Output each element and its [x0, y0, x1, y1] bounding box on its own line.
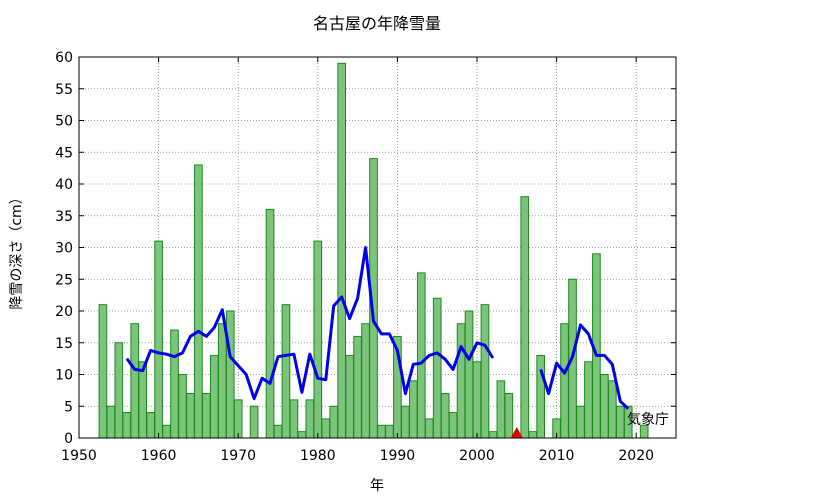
bar-2018 — [615, 405, 625, 439]
bar-1998 — [456, 323, 466, 439]
x-tick-label: 1990 — [380, 448, 416, 464]
bar-1982 — [329, 405, 339, 439]
bar-2014 — [584, 361, 593, 439]
bar-1954 — [106, 405, 116, 439]
bar-1961 — [162, 424, 171, 439]
bar-1996 — [440, 393, 450, 439]
bar-2011 — [560, 323, 569, 439]
bar-1962 — [170, 329, 179, 439]
bar-2004 — [504, 393, 514, 439]
x-tick-label: 2020 — [618, 448, 654, 464]
marker-layer — [510, 427, 523, 438]
bar-1966 — [202, 393, 211, 439]
bar-1967 — [209, 354, 219, 439]
y-tick-label: 55 — [55, 82, 73, 98]
bar-1970 — [233, 399, 243, 439]
bar-1997 — [448, 412, 458, 439]
bar-2017 — [607, 380, 617, 439]
line-segment-0 — [125, 246, 495, 401]
bar-1988 — [377, 424, 386, 439]
bar-2003 — [496, 380, 506, 439]
bar-1978 — [297, 431, 307, 439]
bar-1985 — [353, 335, 362, 439]
bar-1979 — [305, 399, 315, 439]
x-tick-label: 1970 — [220, 448, 256, 464]
y-tick-label: 15 — [55, 336, 73, 352]
bar-1953 — [98, 304, 108, 439]
y-tick-label: 40 — [55, 177, 73, 193]
bar-1957 — [130, 323, 140, 439]
bar-series — [98, 62, 649, 439]
bar-1986 — [361, 323, 370, 439]
x-tick-label: 1950 — [61, 448, 97, 464]
chart-title: 名古屋の年降雪量 — [313, 14, 441, 33]
y-tick-label: 25 — [55, 272, 73, 288]
bar-1974 — [265, 208, 275, 439]
bar-2016 — [600, 374, 609, 439]
bar-1993 — [416, 272, 426, 439]
y-tick-label: 20 — [55, 304, 73, 320]
bar-1975 — [273, 424, 283, 439]
bar-1956 — [122, 412, 132, 439]
bar-1976 — [281, 304, 291, 439]
credit-label: 気象庁 — [627, 412, 669, 428]
marker-triangle — [510, 427, 523, 438]
y-tick-label: 10 — [55, 368, 73, 384]
bar-1960 — [154, 240, 163, 439]
bar-1968 — [217, 323, 227, 439]
bar-1955 — [114, 342, 124, 439]
bar-2008 — [536, 354, 546, 439]
bar-1969 — [225, 310, 235, 439]
bar-1964 — [186, 393, 195, 439]
bar-2013 — [576, 405, 585, 439]
x-axis-label: 年 — [370, 478, 384, 494]
x-tick-label: 1980 — [300, 448, 336, 464]
bar-1994 — [424, 418, 434, 439]
bar-2001 — [480, 304, 490, 439]
y-tick-label: 5 — [64, 399, 73, 415]
y-tick-label: 0 — [64, 431, 73, 447]
bar-1980 — [313, 240, 323, 439]
x-tick-label: 2010 — [539, 448, 575, 464]
bar-1984 — [345, 354, 354, 439]
bar-1963 — [178, 374, 187, 439]
y-tick-label: 35 — [55, 209, 73, 225]
y-tick-label: 60 — [55, 50, 73, 66]
bar-1959 — [146, 412, 155, 439]
y-axis-label: 降雪の深さ（cm） — [9, 190, 25, 309]
bar-1989 — [385, 424, 394, 439]
line-series — [125, 246, 630, 410]
y-tick-label: 45 — [55, 145, 73, 161]
bar-1972 — [249, 405, 259, 439]
bar-1983 — [337, 62, 347, 439]
x-tick-label: 1960 — [141, 448, 177, 464]
bar-1992 — [408, 380, 418, 439]
bar-2002 — [488, 431, 498, 439]
bar-1977 — [289, 399, 299, 439]
bar-2006 — [520, 196, 530, 439]
y-tick-label: 50 — [55, 114, 73, 130]
bar-1981 — [321, 418, 331, 439]
bar-2007 — [528, 431, 538, 439]
bar-1995 — [432, 297, 442, 439]
x-tick-label: 2000 — [459, 448, 495, 464]
y-tick-label: 30 — [55, 241, 73, 257]
bar-1965 — [194, 164, 203, 439]
bar-1958 — [138, 361, 148, 439]
bar-1991 — [401, 405, 410, 439]
line-segment-1 — [539, 323, 630, 410]
bar-2000 — [472, 361, 482, 439]
axis-ticks: 0 5 10 15 20 25 30 35 40 45 50 55 60 1950 1960 1970 1980… — [55, 50, 676, 464]
bar-1999 — [464, 310, 474, 439]
